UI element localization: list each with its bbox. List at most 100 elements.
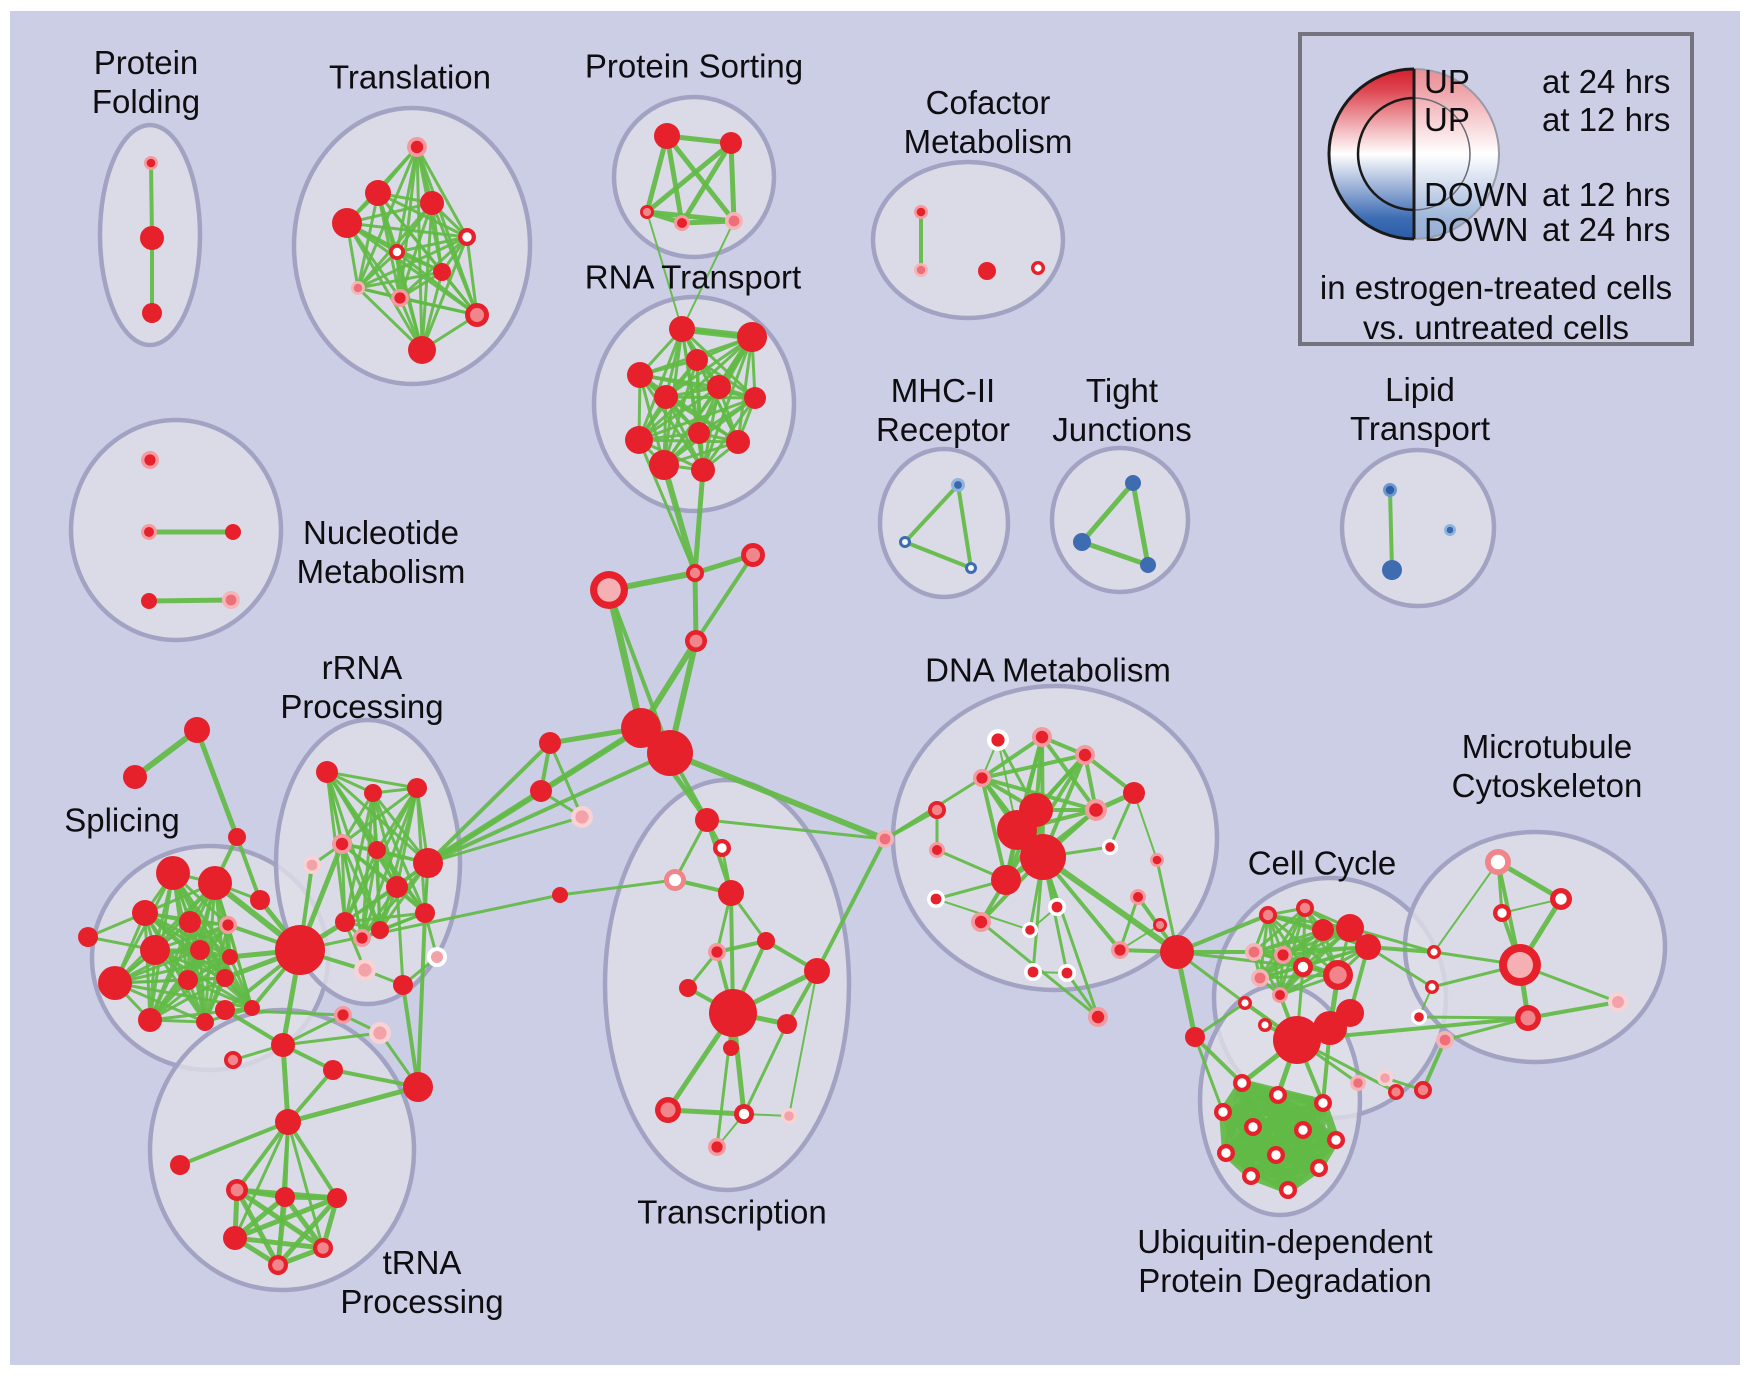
gene-node[interactable] bbox=[224, 1051, 242, 1069]
gene-node[interactable] bbox=[876, 830, 894, 848]
gene-node[interactable] bbox=[415, 903, 435, 923]
gene-node[interactable] bbox=[1259, 906, 1277, 924]
gene-node[interactable] bbox=[1272, 987, 1288, 1003]
gene-node[interactable] bbox=[1608, 992, 1628, 1012]
gene-node[interactable] bbox=[1058, 964, 1076, 982]
gene-node[interactable] bbox=[1269, 1086, 1287, 1104]
gene-node[interactable] bbox=[726, 430, 750, 454]
gene-node[interactable] bbox=[530, 780, 552, 802]
gene-node[interactable] bbox=[713, 839, 731, 857]
gene-node[interactable] bbox=[1102, 839, 1118, 855]
gene-node[interactable] bbox=[1258, 1018, 1272, 1032]
gene-node[interactable] bbox=[271, 1033, 295, 1057]
gene-node[interactable] bbox=[140, 226, 164, 250]
gene-node[interactable] bbox=[1382, 560, 1402, 580]
gene-node[interactable] bbox=[433, 263, 451, 281]
gene-node[interactable] bbox=[1499, 944, 1541, 986]
gene-node[interactable] bbox=[141, 593, 157, 609]
gene-node[interactable] bbox=[1336, 914, 1364, 942]
gene-node[interactable] bbox=[219, 916, 237, 934]
gene-node[interactable] bbox=[1233, 1074, 1251, 1092]
gene-node[interactable] bbox=[664, 869, 686, 891]
gene-node[interactable] bbox=[590, 571, 628, 609]
gene-node[interactable] bbox=[1327, 1131, 1345, 1149]
gene-node[interactable] bbox=[679, 979, 697, 997]
gene-node[interactable] bbox=[655, 1097, 681, 1123]
gene-node[interactable] bbox=[1032, 727, 1052, 747]
gene-node[interactable] bbox=[1244, 1118, 1262, 1136]
gene-node[interactable] bbox=[365, 180, 391, 206]
gene-node[interactable] bbox=[971, 912, 991, 932]
gene-node[interactable] bbox=[332, 208, 362, 238]
gene-node[interactable] bbox=[364, 784, 382, 802]
gene-node[interactable] bbox=[1336, 999, 1364, 1027]
gene-node[interactable] bbox=[413, 848, 443, 878]
gene-node[interactable] bbox=[1123, 782, 1145, 804]
gene-node[interactable] bbox=[1383, 483, 1397, 497]
gene-node[interactable] bbox=[250, 890, 270, 910]
gene-node[interactable] bbox=[571, 806, 593, 828]
gene-node[interactable] bbox=[334, 1006, 352, 1024]
gene-node[interactable] bbox=[991, 865, 1021, 895]
gene-node[interactable] bbox=[1251, 969, 1269, 987]
gene-node[interactable] bbox=[244, 1000, 260, 1016]
gene-node[interactable] bbox=[1310, 1159, 1328, 1177]
gene-node[interactable] bbox=[222, 591, 240, 609]
gene-node[interactable] bbox=[741, 543, 765, 567]
gene-node[interactable] bbox=[627, 362, 653, 388]
gene-node[interactable] bbox=[1279, 1181, 1297, 1199]
gene-node[interactable] bbox=[465, 303, 489, 327]
gene-node[interactable] bbox=[1073, 533, 1091, 551]
gene-node[interactable] bbox=[928, 801, 946, 819]
gene-node[interactable] bbox=[1140, 557, 1156, 573]
gene-node[interactable] bbox=[170, 1155, 190, 1175]
gene-node[interactable] bbox=[914, 205, 928, 219]
gene-node[interactable] bbox=[316, 761, 338, 783]
gene-node[interactable] bbox=[708, 943, 726, 961]
gene-node[interactable] bbox=[389, 244, 405, 260]
gene-node[interactable] bbox=[226, 1179, 248, 1201]
gene-node[interactable] bbox=[686, 564, 704, 582]
gene-node[interactable] bbox=[216, 969, 234, 987]
gene-node[interactable] bbox=[1088, 1007, 1108, 1027]
gene-node[interactable] bbox=[1294, 1121, 1312, 1139]
gene-node[interactable] bbox=[737, 322, 767, 352]
gene-node[interactable] bbox=[973, 769, 991, 787]
gene-node[interactable] bbox=[1312, 919, 1334, 941]
gene-node[interactable] bbox=[781, 1108, 797, 1124]
gene-node[interactable] bbox=[654, 123, 680, 149]
gene-node[interactable] bbox=[723, 1040, 739, 1056]
gene-node[interactable] bbox=[1411, 1009, 1427, 1025]
gene-node[interactable] bbox=[1020, 834, 1066, 880]
gene-node[interactable] bbox=[140, 935, 170, 965]
gene-node[interactable] bbox=[777, 1014, 797, 1034]
gene-node[interactable] bbox=[78, 927, 98, 947]
gene-node[interactable] bbox=[368, 841, 386, 859]
gene-node[interactable] bbox=[927, 890, 945, 908]
gene-node[interactable] bbox=[707, 375, 731, 399]
gene-node[interactable] bbox=[708, 1138, 726, 1156]
gene-node[interactable] bbox=[1350, 1075, 1366, 1091]
gene-node[interactable] bbox=[1153, 918, 1167, 932]
gene-node[interactable] bbox=[695, 808, 719, 832]
gene-node[interactable] bbox=[1024, 963, 1042, 981]
gene-node[interactable] bbox=[196, 1013, 214, 1031]
gene-node[interactable] bbox=[156, 856, 190, 890]
gene-node[interactable] bbox=[1075, 745, 1095, 765]
gene-node[interactable] bbox=[1377, 1070, 1393, 1086]
gene-node[interactable] bbox=[997, 810, 1037, 850]
gene-node[interactable] bbox=[225, 524, 241, 540]
gene-node[interactable] bbox=[685, 630, 707, 652]
gene-node[interactable] bbox=[407, 137, 427, 157]
gene-node[interactable] bbox=[332, 834, 352, 854]
gene-node[interactable] bbox=[1242, 1167, 1260, 1185]
gene-node[interactable] bbox=[686, 349, 708, 371]
gene-node[interactable] bbox=[408, 336, 436, 364]
gene-node[interactable] bbox=[223, 1226, 247, 1250]
gene-node[interactable] bbox=[914, 263, 928, 277]
gene-node[interactable] bbox=[323, 1060, 343, 1080]
gene-node[interactable] bbox=[391, 289, 409, 307]
gene-node[interactable] bbox=[1550, 888, 1572, 910]
gene-node[interactable] bbox=[1436, 1031, 1454, 1049]
gene-node[interactable] bbox=[1444, 524, 1456, 536]
